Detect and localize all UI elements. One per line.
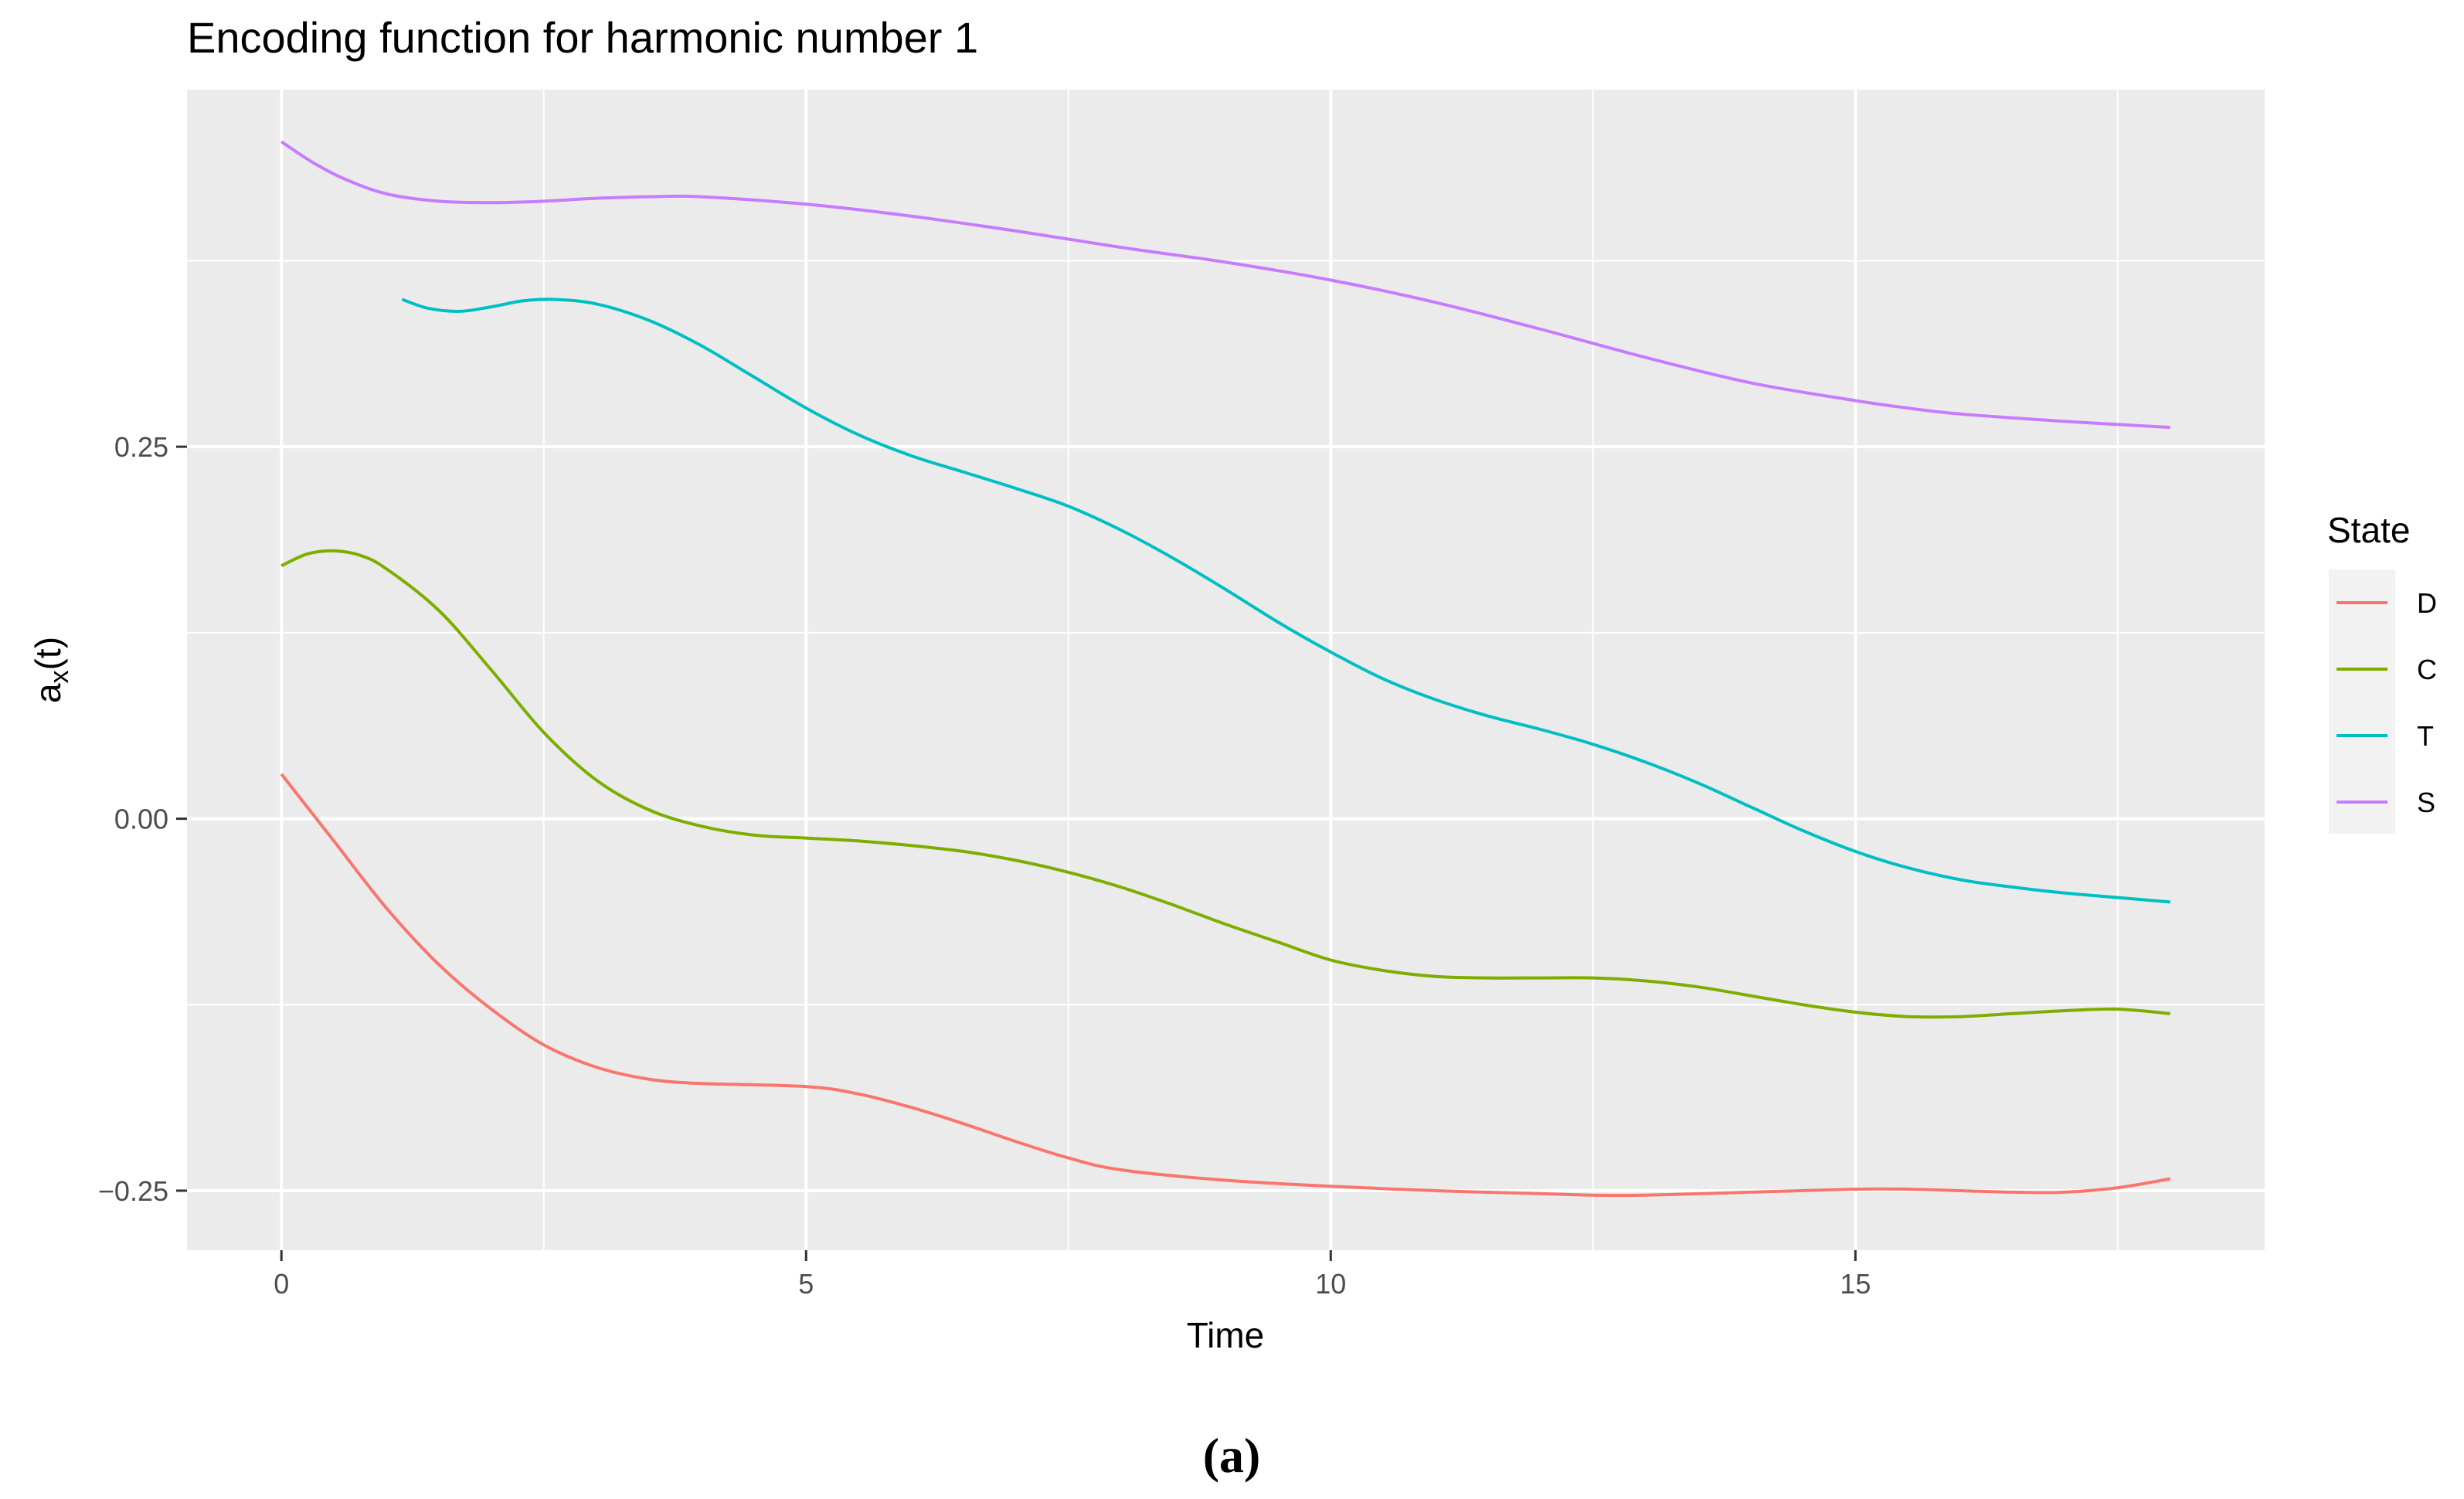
legend: State D C T S <box>2327 510 2437 834</box>
x-tick-label: 10 <box>1315 1268 1346 1300</box>
legend-label-C: C <box>2417 654 2437 685</box>
series-line-C <box>280 549 2170 1019</box>
x-tick-label: 5 <box>798 1268 814 1300</box>
y-tick-label: −0.25 <box>98 1175 168 1207</box>
series-line-T <box>401 297 2170 904</box>
chart-title: Encoding function for harmonic number 1 <box>187 13 978 62</box>
x-tick-label: 0 <box>274 1268 289 1300</box>
y-tick-label: 0.25 <box>114 431 168 463</box>
legend-key-background <box>2329 569 2395 834</box>
x-axis-title: Time <box>1187 1315 1265 1355</box>
legend-title: State <box>2327 510 2410 550</box>
series-line-S <box>280 140 2170 430</box>
series-line-D <box>280 773 2171 1198</box>
minor-gridlines <box>187 90 2265 1250</box>
legend-label-D: D <box>2417 587 2437 619</box>
y-axis-title-subscript: x <box>45 670 74 683</box>
y-axis-title: ax(t) <box>28 637 74 703</box>
plot-panel <box>187 90 2265 1250</box>
y-tick-label: 0.00 <box>114 804 168 835</box>
series-lines <box>280 140 2171 1198</box>
y-axis-title-main: a <box>28 683 68 703</box>
x-axis: 0 5 10 15 <box>274 1250 1871 1300</box>
figure-caption: (a) <box>1203 1428 1261 1483</box>
legend-items: D C T S <box>2337 587 2437 818</box>
x-tick-label: 15 <box>1840 1268 1871 1300</box>
y-axis: −0.25 0.00 0.25 <box>98 431 187 1207</box>
legend-label-S: S <box>2417 787 2435 818</box>
y-axis-title-suffix: (t) <box>28 637 68 670</box>
legend-label-T: T <box>2417 720 2434 752</box>
